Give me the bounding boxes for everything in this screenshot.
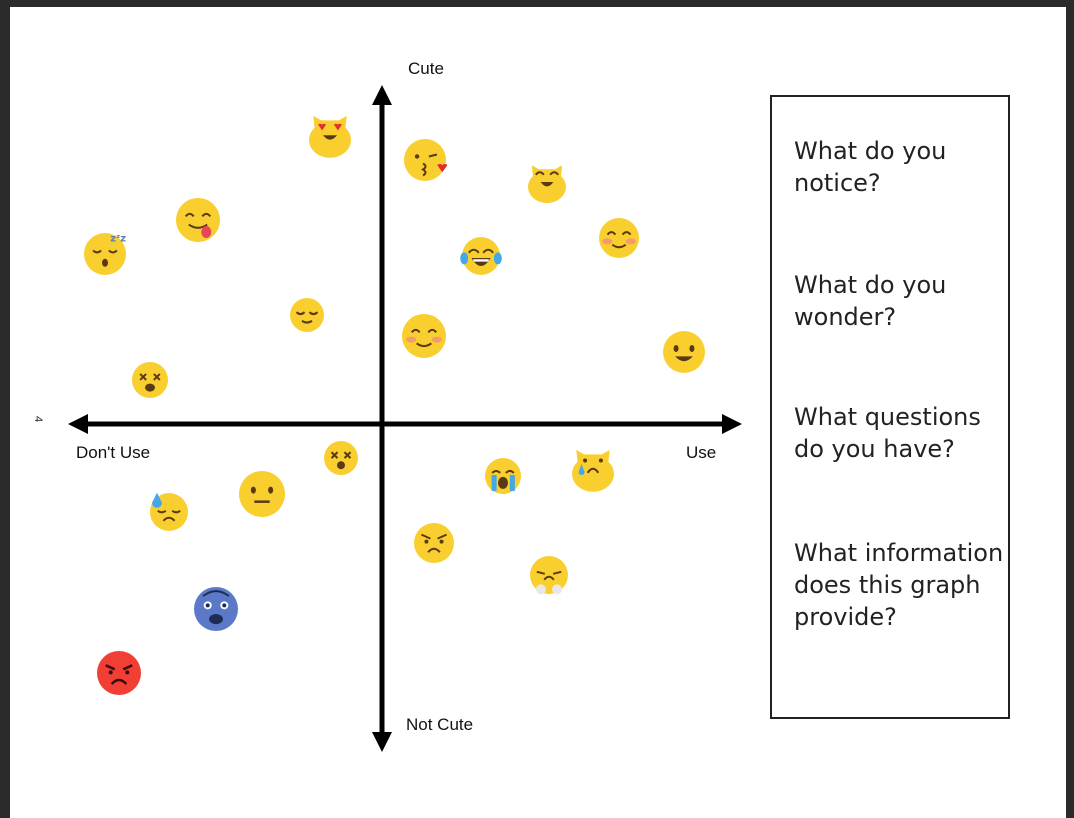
relaxed-face-icon [401, 313, 447, 359]
svg-text:zᶻz: zᶻz [110, 234, 126, 245]
question-information: What information does this graph provide… [794, 539, 1004, 631]
heart-eyes-cat-icon [308, 108, 352, 158]
smiling-cat-icon [527, 158, 567, 204]
worksheet-page: Cute Not Cute Don't Use Use 4 zᶻz What d… [10, 7, 1066, 818]
triumph-face-icon [529, 555, 569, 595]
axis-label-cute: Cute [408, 59, 444, 78]
angry-face-icon [413, 522, 455, 564]
relieved-face-icon [289, 297, 325, 333]
blush-face-icon [598, 217, 640, 259]
sobbing-face-icon [484, 457, 522, 495]
questions-box: What do you notice? What do you wonder? … [770, 95, 1010, 719]
axis-label-dont-use: Don't Use [76, 443, 151, 462]
question-notice: What do you notice? [794, 137, 947, 197]
axis-label-use: Use [686, 443, 717, 462]
astonished-dizzy-face-icon [323, 440, 359, 476]
yum-face-icon [175, 197, 221, 243]
dizzy-face-icon [131, 361, 169, 399]
question-have: What questions do you have? [794, 403, 981, 463]
sweat-face-icon [149, 492, 189, 532]
page-number: 4 [32, 415, 45, 423]
joy-face-icon [460, 236, 502, 276]
quadrant-axes [68, 85, 742, 752]
kissing-heart-icon [403, 138, 448, 182]
neutral-face-icon [238, 470, 286, 518]
pouting-red-face-icon [96, 650, 142, 696]
sleeping-face-icon: zᶻz [83, 232, 127, 276]
crying-cat-icon [571, 442, 615, 492]
axis-label-not-cute: Not Cute [406, 715, 474, 734]
slight-smile-face-icon [662, 330, 706, 374]
question-wonder: What do you wonder? [794, 271, 947, 331]
fearful-blue-face-icon [193, 586, 239, 632]
